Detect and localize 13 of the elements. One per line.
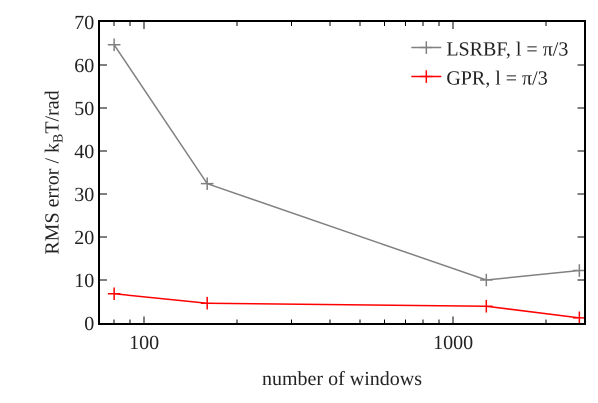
- x-axis-title: number of windows: [262, 368, 422, 390]
- y-tick-label: 0: [84, 313, 94, 335]
- legend-label: GPR, l = π/3: [446, 67, 548, 90]
- y-tick-label: 50: [74, 98, 94, 120]
- y-tick-label: 10: [74, 270, 94, 292]
- x-tick-label: 100: [129, 332, 160, 354]
- y-tick-label: 70: [74, 12, 94, 34]
- y-tick-label: 60: [74, 55, 94, 77]
- y-tick-label: 20: [74, 227, 94, 249]
- y-tick-label: 30: [74, 184, 94, 206]
- x-tick-label: 1000: [433, 332, 474, 354]
- legend-label: LSRBF, l = π/3: [446, 38, 568, 60]
- y-tick-label: 40: [74, 141, 94, 163]
